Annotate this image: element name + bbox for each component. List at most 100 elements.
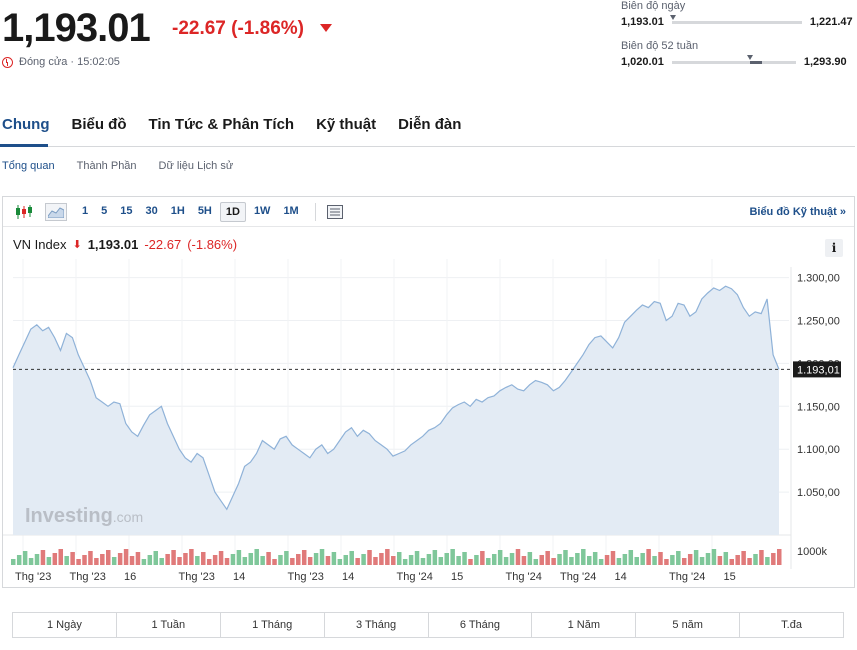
period-button[interactable]: 3 Tháng	[325, 613, 429, 637]
volume-bar	[212, 555, 218, 565]
x-tick-label: Thg '24	[397, 571, 433, 583]
volume-bar	[705, 553, 711, 565]
volume-bar	[450, 549, 455, 565]
tab-technical[interactable]: Kỹ thuật	[316, 116, 377, 133]
interval-button[interactable]: 5	[101, 204, 108, 217]
volume-bar	[16, 555, 22, 565]
interval-button[interactable]: 1W	[253, 204, 271, 217]
volume-bar	[165, 554, 170, 565]
volume-bar	[622, 554, 628, 565]
interval-button[interactable]: 30	[145, 204, 158, 217]
volume-bar	[759, 550, 764, 565]
volume-bar	[664, 559, 669, 565]
volume-bar	[290, 558, 295, 565]
volume-bar	[432, 550, 438, 565]
volume-bar	[301, 550, 307, 565]
interval-button[interactable]: 15	[120, 204, 133, 217]
volume-bar	[88, 551, 93, 565]
volume-bar	[123, 549, 129, 565]
y-tick-label: 1.250,00	[797, 315, 840, 327]
period-button[interactable]: T.đa	[781, 619, 802, 631]
price-line	[12, 285, 780, 511]
volume-bar	[676, 551, 681, 565]
volume-bar	[575, 553, 580, 565]
interval-button[interactable]: 1H	[170, 204, 185, 217]
last-price: 1,193.01	[2, 6, 151, 50]
table-icon[interactable]	[324, 203, 346, 221]
volume-bar	[111, 557, 117, 565]
price-change: -22.67 (-1.86%)	[172, 18, 304, 40]
tab-forum[interactable]: Diễn đàn	[398, 116, 462, 133]
technical-chart-link[interactable]: Biểu đồ Kỹ thuật »	[749, 206, 846, 218]
interval-buttons: 1 5 15 30 1H 5H 1D 1W 1M	[77, 201, 307, 222]
period-button[interactable]: 1 Năm	[532, 613, 637, 637]
week52-range-high: 1,293.90	[803, 56, 847, 68]
active-tab-indicator	[0, 144, 48, 147]
tab-general[interactable]: Chung	[2, 116, 50, 133]
interval-button[interactable]: 1M	[283, 204, 299, 217]
watermark-brand: Investing	[25, 505, 113, 527]
period-button[interactable]: 1 Ngày	[13, 613, 117, 637]
day-range-low: 1,193.01	[621, 16, 664, 28]
volume-bar	[497, 550, 503, 565]
volume-bar	[195, 556, 200, 565]
subtab-overview[interactable]: Tổng quan	[2, 160, 55, 172]
clock-icon	[2, 56, 13, 68]
period-button[interactable]: 6 Tháng	[429, 613, 533, 637]
volume-bar	[717, 556, 723, 565]
watermark-suffix: .com	[113, 509, 143, 525]
volume-bar	[396, 552, 402, 565]
volume-bar	[474, 555, 479, 565]
volume-bar	[681, 558, 687, 565]
volume-bar	[503, 557, 509, 565]
volume-bar	[753, 554, 758, 565]
subtab-history[interactable]: Dữ liệu Lịch sử	[158, 160, 234, 172]
week52-range-bar	[671, 54, 796, 64]
volume-bar	[586, 556, 592, 565]
x-tick-label: Thg '23	[288, 571, 324, 583]
candlestick-icon[interactable]	[13, 203, 35, 221]
area-chart-icon[interactable]	[45, 202, 67, 221]
volume-bar	[646, 549, 651, 565]
period-button[interactable]: 1 Tháng	[221, 613, 325, 637]
volume-bar	[337, 559, 343, 565]
volume-bar	[723, 552, 729, 565]
interval-button[interactable]: 1	[82, 204, 89, 217]
volume-bar	[189, 549, 194, 565]
volume-bar	[129, 556, 135, 565]
x-tick-label: 15	[724, 571, 736, 583]
subtab-components[interactable]: Thành Phần	[76, 160, 137, 172]
period-button[interactable]: 1 Tuần	[117, 613, 221, 637]
status-text: Đóng cửa · 15:02:05	[19, 56, 120, 68]
volume-bar	[509, 553, 515, 565]
sub-tabs: Tổng quan Thành Phần Dữ liệu Lịch sử	[2, 160, 233, 172]
volume-bar	[349, 551, 354, 565]
down-arrow-icon: ⬇	[72, 239, 82, 251]
volume-bar	[592, 552, 598, 565]
volume-bar	[230, 554, 236, 565]
volume-bar	[616, 558, 622, 565]
tab-news-analysis[interactable]: Tin Tức & Phân Tích	[148, 116, 295, 133]
volume-bar	[420, 558, 426, 565]
volume-bar	[747, 558, 752, 565]
week52-range: Biên độ 52 tuần 1,020.01 1,293.90	[621, 40, 856, 68]
period-button[interactable]: 5 năm	[636, 613, 741, 637]
volume-bar	[634, 557, 639, 565]
volume-bar	[177, 557, 182, 565]
interval-button[interactable]: 5H	[197, 204, 212, 217]
price-chart: 1.300,001.250,001.200,001.150,001.100,00…	[3, 259, 841, 583]
volume-bar	[236, 550, 242, 565]
volume-bar	[141, 559, 147, 565]
info-button[interactable]: i	[825, 239, 843, 257]
day-range: Biên độ ngày 1,193.01 1,221.47	[621, 0, 856, 28]
interval-button[interactable]: 1D	[219, 201, 246, 222]
last-price-badge	[793, 361, 841, 378]
volume-bar	[82, 555, 87, 565]
volume-bar	[135, 552, 141, 565]
volume-bar	[100, 554, 105, 565]
volume-bar	[569, 557, 574, 565]
chart-toolbar: 1 5 15 30 1H 5H 1D 1W 1M Biểu đồ Kỹ thuật »	[3, 197, 854, 227]
tab-chart[interactable]: Biểu đồ	[71, 116, 127, 133]
week52-range-title: Biên độ 52 tuần	[621, 40, 699, 52]
volume-bar	[402, 559, 408, 565]
